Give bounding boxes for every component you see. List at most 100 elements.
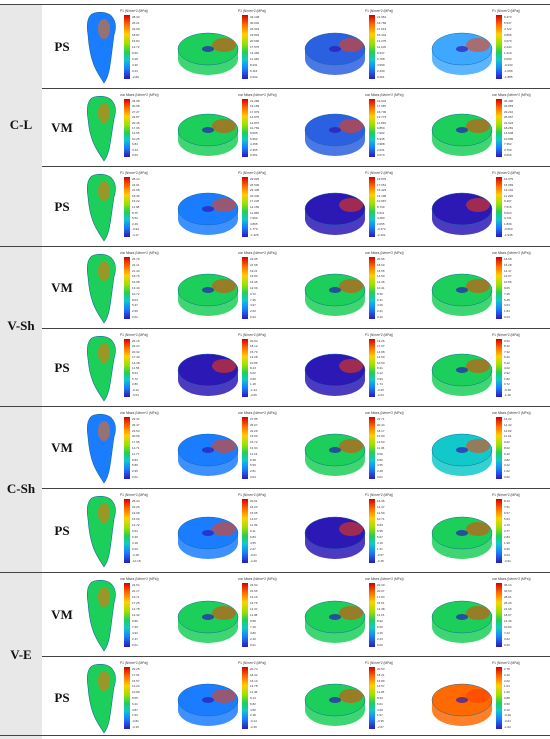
- disk-model-image: [177, 113, 239, 156]
- model-cell: P1 (N/mm^2 (MPa)) 6.373 5.547 4.722 3.896 3.0…: [424, 5, 550, 89]
- disk-model-image: [304, 192, 366, 235]
- scale-tick-label: -0.45: [377, 387, 384, 392]
- tooth-model-image: [86, 580, 116, 652]
- scale-tick-label: 15.22: [132, 199, 140, 204]
- scale-tick-label: 14.976: [250, 115, 260, 120]
- scale-tick-label: 22.29: [250, 428, 258, 433]
- model-cell: von Mises (N/mm^2 (MPa)) 26.79 24.11 21.44 1…: [82, 247, 170, 329]
- stress-highlight: [98, 343, 110, 363]
- scale-tick-label: 9.62: [504, 440, 510, 445]
- scale-tick-label: 11.22: [504, 434, 512, 439]
- color-scale-bar: [124, 257, 130, 319]
- scale-tick-label: 4.55: [250, 541, 256, 545]
- scale-tick-label: 14.46: [504, 619, 512, 623]
- stress-highlight: [339, 606, 363, 620]
- criterion-label: PS: [54, 199, 70, 214]
- legend-title: von Mises (N/mm^2 (MPa)): [120, 251, 159, 255]
- scale-tick-label: 4.82: [504, 457, 510, 462]
- scale-tick-label: 6.84: [132, 142, 138, 147]
- disk-hole: [329, 367, 341, 373]
- scale-tick-label: 19.08: [132, 511, 140, 515]
- scale-tick-label: 32.53: [504, 589, 512, 593]
- scale-tick-label: 10.967: [377, 199, 387, 204]
- stress-highlight: [98, 181, 110, 201]
- model-cell: von Mises (N/mm^2 (MPa)) 24.64 22.17 19.71 1…: [82, 573, 170, 657]
- criterion-label: VM: [51, 440, 73, 455]
- legend-title: P1 (N/mm^2 (MPa)): [120, 9, 149, 13]
- scale-tick-label: -0.64: [504, 719, 511, 724]
- scale-tick-label: -3.04: [132, 393, 139, 397]
- disk-model-image: [177, 192, 239, 235]
- scale-tick-label: 3.709: [504, 147, 512, 152]
- color-scale-bar: [242, 177, 248, 237]
- scale-tick-label: 3.19: [377, 541, 383, 545]
- scale-tick-label: -0.81: [132, 719, 139, 724]
- stress-highlight: [98, 19, 110, 39]
- scale-tick-label: 6.22: [504, 355, 510, 360]
- scale-tick-label: 8.55: [132, 696, 138, 700]
- scale-tick-label: 6.48: [132, 57, 138, 61]
- group-label: C-Sh: [6, 481, 36, 496]
- scale-tick-label: 0.01: [377, 475, 383, 479]
- scale-tick-label: 16.72: [250, 440, 258, 445]
- stress-highlight: [466, 38, 490, 52]
- scale-tick-label: 9.859: [377, 126, 385, 130]
- scale-tick-label: -1.059: [504, 69, 513, 73]
- scale-tick-label: -0.01: [250, 553, 257, 557]
- scale-tick-label: 11.25: [377, 690, 385, 695]
- scale-tick-label: 16.55: [377, 268, 385, 273]
- scale-tick-label: -0.94: [132, 227, 139, 232]
- scale-tick-label: 11.56: [132, 366, 140, 370]
- scale-tick-label: 19.782: [377, 21, 387, 25]
- scale-tick-label: 7.51: [504, 505, 510, 509]
- scale-tick-label: 13.28: [250, 355, 258, 360]
- scale-tick-label: 36.496: [504, 99, 514, 103]
- scale-tick-label: 12.09: [250, 286, 258, 290]
- disk-hole: [202, 614, 214, 620]
- scale-tick-label: 22.26: [132, 505, 140, 509]
- scale-tick-label: 15.57: [132, 678, 140, 683]
- scale-tick-label: 3.44: [132, 147, 138, 152]
- scale-tick-label: 19.71: [132, 595, 140, 599]
- criterion-label: PS: [54, 39, 70, 54]
- color-scale-bar: [242, 15, 248, 79]
- scale-tick-label: 10.25: [132, 136, 140, 141]
- scale-tick-label: 27.85: [250, 417, 258, 421]
- color-scale-bar: [369, 257, 375, 319]
- scale-tick-label: 2.92: [504, 371, 510, 376]
- disk-model-image: [431, 683, 493, 726]
- scale-tick-label: 22.30: [377, 583, 385, 587]
- disk-hole: [329, 206, 341, 212]
- scale-tick-label: 3.64: [504, 303, 510, 308]
- model-cell: P1 (N/mm^2 (MPa)) 25.44 22.26 19.08 15.90 12.…: [82, 489, 170, 573]
- stress-highlight: [212, 38, 236, 52]
- scale-tick-label: 7.25: [504, 291, 510, 296]
- scale-tick-label: 0.23: [250, 315, 256, 319]
- scale-tick-label: 34.08: [132, 99, 140, 103]
- criterion-label: PS: [54, 523, 70, 538]
- disk-model-image: [431, 433, 493, 476]
- scale-tick-label: 23.24: [132, 344, 140, 349]
- scale-tick-label: 5.116: [250, 69, 258, 73]
- scale-tick-label: 13.23: [132, 684, 140, 689]
- legend-title: P1 (N/mm^2 (MPa)): [120, 661, 149, 665]
- scale-tick-label: 27.27: [132, 109, 140, 114]
- disk-hole: [202, 697, 214, 703]
- tooth-model-image: [86, 96, 116, 162]
- scale-tick-label: 4.283: [377, 216, 385, 221]
- scale-tick-label: 3.070: [504, 39, 512, 43]
- scale-tick-label: 12.872: [250, 120, 260, 125]
- stress-highlight: [212, 689, 236, 703]
- color-scale-bar: [124, 339, 130, 397]
- scale-tick-label: 20.44: [377, 422, 385, 427]
- disk-hole: [202, 447, 214, 453]
- scale-tick-label: 20.32: [132, 349, 140, 354]
- scale-tick-label: 2.18: [250, 713, 256, 718]
- model-cell: von Mises (N/mm^2 (MPa)) 23.94 21.55 19.16 1…: [170, 573, 297, 657]
- scale-tick-label: 8.937: [377, 51, 385, 55]
- scale-tick-label: 6.31: [377, 297, 383, 302]
- scale-tick-label: 14.47: [504, 268, 512, 273]
- disk-hole: [329, 697, 341, 703]
- disk-hole: [329, 614, 341, 620]
- scale-tick-label: 20.51: [250, 499, 258, 503]
